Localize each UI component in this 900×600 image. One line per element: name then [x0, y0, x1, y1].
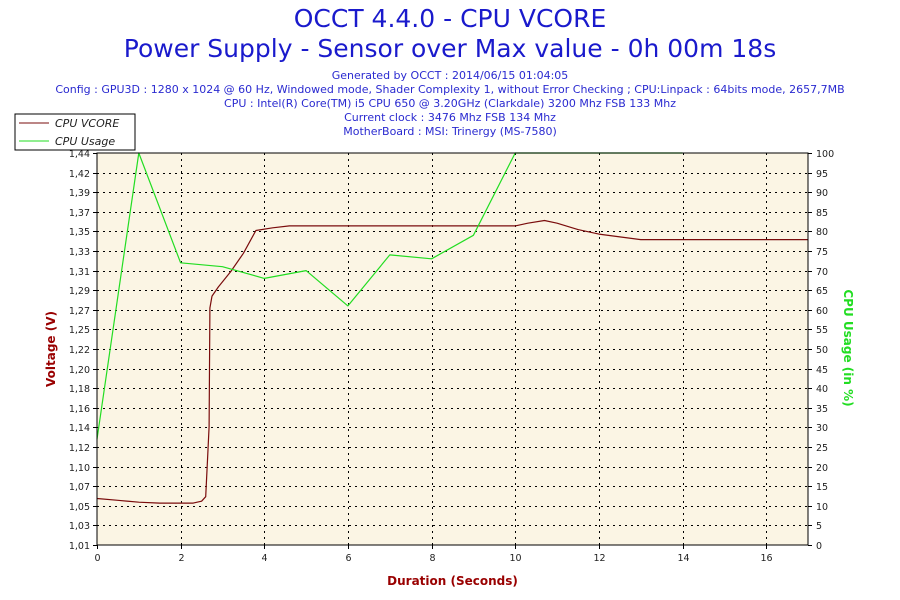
y-right-tick-label: 100 — [816, 149, 834, 160]
chart-subtitle: Power Supply - Sensor over Max value - 0… — [123, 34, 777, 63]
x-tick-label: 0 — [94, 553, 100, 564]
y-tick-label: 1,05 — [69, 502, 90, 513]
x-tick-label: 2 — [178, 553, 184, 564]
y-right-tick-label: 20 — [816, 463, 828, 474]
y-right-tick-label: 5 — [816, 521, 822, 532]
legend-box — [14, 113, 136, 151]
y-tick-label: 1,37 — [69, 208, 90, 219]
y-axis-label-right: CPU Usage (in %) — [841, 289, 855, 406]
grid-lines — [97, 153, 808, 545]
x-tick-label: 4 — [261, 553, 267, 564]
plot-frame — [96, 152, 809, 546]
y-tick-label: 1,31 — [69, 267, 90, 278]
y-tick-label: 1,25 — [69, 325, 90, 336]
legend: CPU VCORE CPU Usage — [14, 113, 136, 151]
x-tick-label: 12 — [593, 553, 605, 564]
info-config: Config : GPU3D : 1280 x 1024 @ 60 Hz, Wi… — [55, 83, 845, 96]
y-tick-label: 1,14 — [69, 423, 90, 434]
y-tick-label: 1,29 — [69, 286, 90, 297]
y-right-tick-label: 40 — [816, 384, 828, 395]
x-tick-label: 10 — [509, 553, 521, 564]
y-tick-label: 1,27 — [69, 306, 90, 317]
y-tick-label: 1,10 — [69, 463, 90, 474]
x-tick-label: 14 — [677, 553, 689, 564]
series-line-cpu-vcore — [96, 219, 808, 504]
y-tick-label: 1,07 — [69, 482, 90, 493]
y-tick-label: 1,33 — [69, 247, 90, 258]
y-right-tick-label: 25 — [816, 443, 828, 454]
y-right-tick-label: 85 — [816, 208, 828, 219]
y-tick-label: 1,18 — [69, 384, 90, 395]
y-right-tick-label: 0 — [816, 541, 822, 552]
info-generated: Generated by OCCT : 2014/06/15 01:04:05 — [331, 69, 569, 82]
y-right-tick-label: 80 — [816, 227, 828, 238]
y-right-tick-label: 55 — [816, 325, 828, 336]
y-axis-label-left: Voltage (V) — [44, 311, 58, 387]
chart-title: OCCT 4.4.0 - CPU VCORE — [293, 4, 607, 33]
y-right-tick-label: 75 — [816, 247, 828, 258]
y-tick-label: 1,16 — [69, 404, 90, 415]
y-right-tick-label: 45 — [816, 365, 828, 376]
y-right-tick-label: 65 — [816, 286, 828, 297]
x-tick-label: 16 — [760, 553, 772, 564]
axis-ticks: 1,01 1,03 1,05 1,07 1,10 1,12 1,14 1,16 1,18 1,20… — [69, 149, 834, 564]
y-right-tick-label: 15 — [816, 482, 828, 493]
y-tick-label: 1,39 — [69, 188, 90, 199]
y-tick-label: 1,42 — [69, 169, 90, 180]
legend-label-usage: CPU Usage — [55, 135, 115, 148]
y-tick-label: 1,35 — [69, 227, 90, 238]
legend-label-vcore: CPU VCORE — [55, 117, 119, 130]
y-right-tick-label: 50 — [816, 345, 828, 356]
info-motherboard: MotherBoard : MSI: Trinergy (MS-7580) — [343, 125, 557, 138]
info-current-clock: Current clock : 3476 Mhz FSB 134 Mhz — [344, 111, 556, 124]
y-right-tick-label: 30 — [816, 423, 828, 434]
info-cpu: CPU : Intel(R) Core(TM) i5 CPU 650 @ 3.2… — [224, 97, 676, 110]
y-tick-label: 1,03 — [69, 521, 90, 532]
x-tick-label: 6 — [345, 553, 351, 564]
x-tick-label: 8 — [429, 553, 435, 564]
y-right-tick-label: 60 — [816, 306, 828, 317]
y-tick-label: 1,44 — [69, 149, 90, 160]
y-tick-label: 1,20 — [69, 365, 90, 376]
y-right-tick-label: 90 — [816, 188, 828, 199]
x-axis-label: Duration (Seconds) — [387, 574, 518, 588]
y-tick-label: 1,01 — [69, 541, 90, 552]
y-right-tick-label: 70 — [816, 267, 828, 278]
y-tick-label: 1,22 — [69, 345, 90, 356]
y-right-tick-label: 95 — [816, 169, 828, 180]
y-tick-label: 1,12 — [69, 443, 90, 454]
y-right-tick-label: 35 — [816, 404, 828, 415]
y-right-tick-label: 10 — [816, 502, 828, 513]
